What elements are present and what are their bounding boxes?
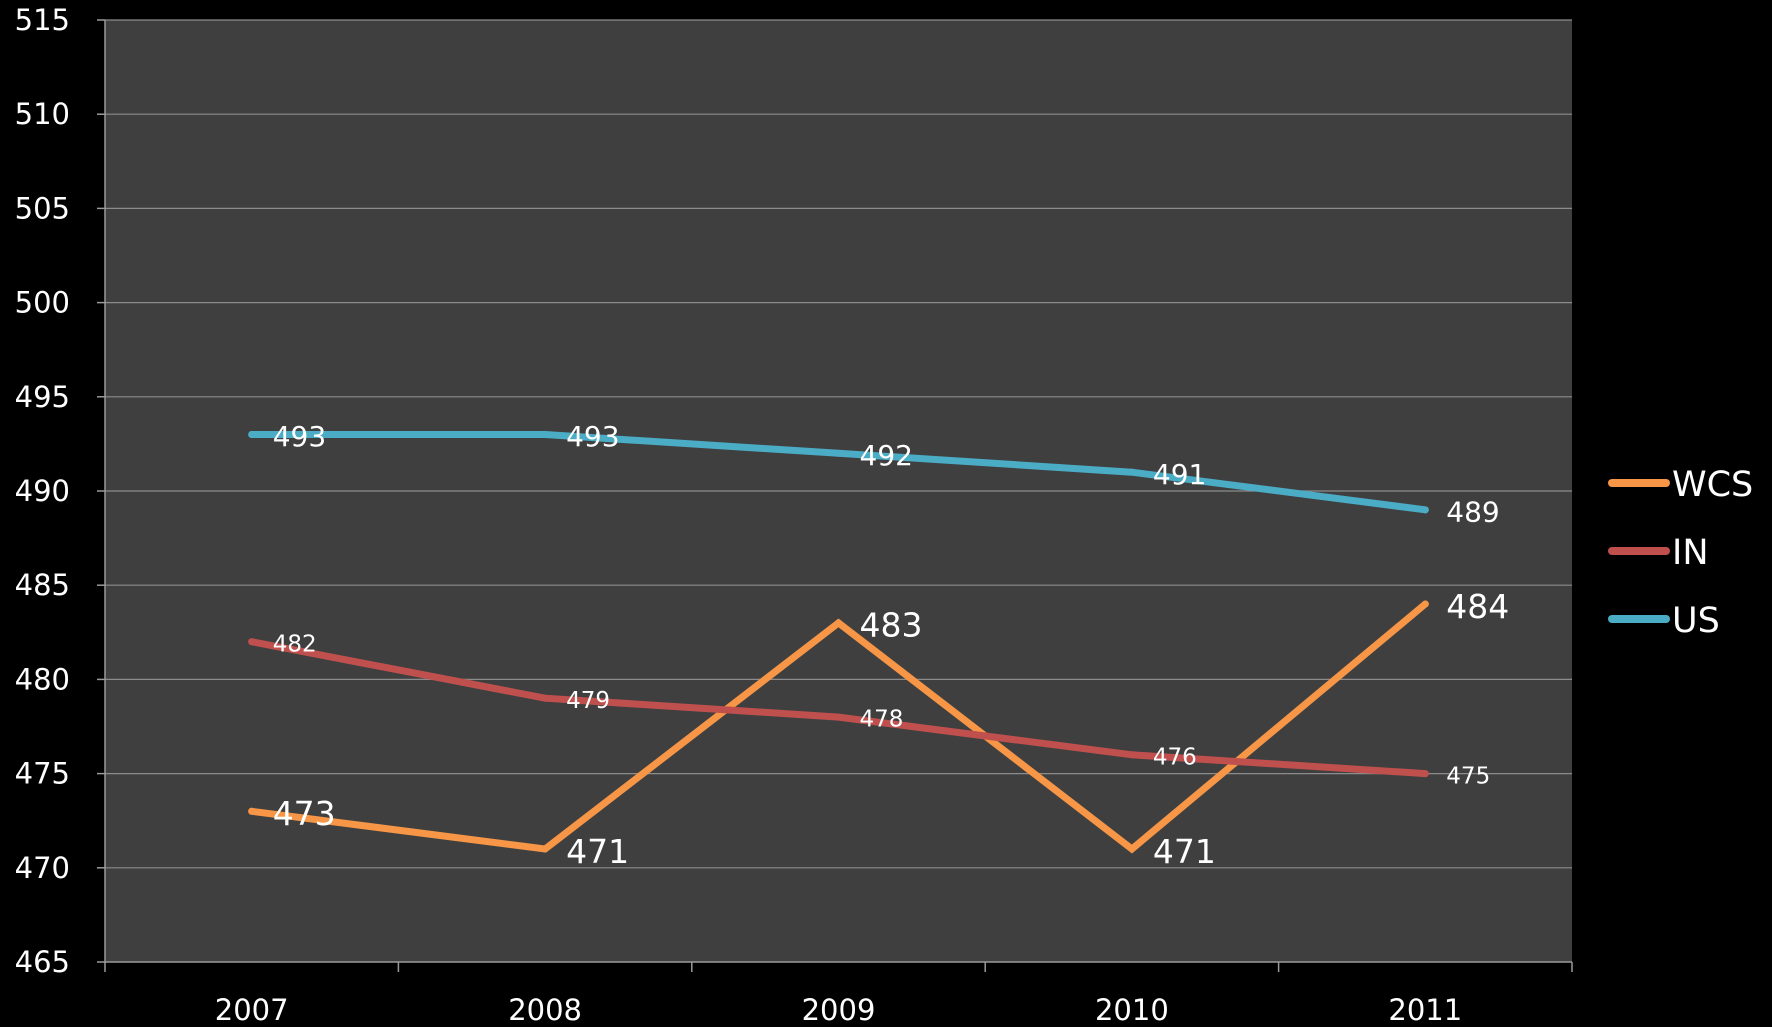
x-tick-label: 2007 xyxy=(215,993,289,1027)
data-point xyxy=(835,713,842,721)
data-label: 493 xyxy=(566,420,619,453)
data-label: 483 xyxy=(860,606,923,645)
y-tick-label: 480 xyxy=(15,662,70,696)
x-tick-label: 2009 xyxy=(802,993,876,1027)
data-label: 478 xyxy=(860,707,904,733)
y-tick-label: 515 xyxy=(15,3,70,37)
data-point xyxy=(1421,506,1429,514)
data-label: 489 xyxy=(1446,496,1499,529)
data-label: 479 xyxy=(566,688,610,714)
data-point xyxy=(1128,468,1136,476)
legend-label: WCS xyxy=(1672,465,1753,505)
data-point xyxy=(248,430,256,438)
data-point xyxy=(541,845,549,853)
data-label: 471 xyxy=(566,832,629,871)
data-label: 484 xyxy=(1446,587,1509,626)
x-tick-label: 2011 xyxy=(1388,993,1462,1027)
series-lines xyxy=(248,430,1429,854)
y-tick-label: 475 xyxy=(15,757,70,791)
y-tick-label: 510 xyxy=(15,97,70,131)
y-tick-label: 500 xyxy=(15,286,70,320)
data-label: 476 xyxy=(1153,744,1197,770)
data-label: 492 xyxy=(860,439,913,472)
data-label: 482 xyxy=(273,631,317,657)
gridlines xyxy=(105,19,1572,869)
data-point xyxy=(1421,770,1429,778)
legend-label: US xyxy=(1672,601,1720,641)
data-label: 473 xyxy=(273,794,336,833)
legend-label: IN xyxy=(1672,533,1709,573)
legend: WCS IN US xyxy=(1608,465,1753,641)
x-tick-label: 2010 xyxy=(1095,993,1169,1027)
y-tick-label: 495 xyxy=(15,380,70,414)
y-tick-label: 465 xyxy=(15,945,70,979)
data-point xyxy=(835,619,842,627)
data-point xyxy=(541,430,549,438)
data-point xyxy=(835,449,842,457)
axes: 465 470 475 480 485 490 495 500 505 510 515 2007 200… xyxy=(15,3,1573,1027)
data-point xyxy=(248,638,256,646)
x-tick-label: 2008 xyxy=(508,993,582,1027)
y-tick-label: 490 xyxy=(15,474,70,508)
y-tick-label: 505 xyxy=(15,191,70,225)
data-label: 471 xyxy=(1153,832,1216,871)
data-label: 475 xyxy=(1446,763,1490,789)
data-point xyxy=(1128,845,1136,853)
data-point xyxy=(1421,600,1429,608)
data-point xyxy=(541,694,549,702)
data-point xyxy=(248,807,256,815)
y-tick-label: 470 xyxy=(15,851,70,885)
data-point xyxy=(1128,751,1136,759)
data-labels: 473 471 483 471 484 482 479 478 476 475 493 493 492 4… xyxy=(273,420,1510,871)
data-label: 491 xyxy=(1153,458,1206,491)
y-tick-label: 485 xyxy=(15,568,70,602)
data-label: 493 xyxy=(273,420,326,453)
